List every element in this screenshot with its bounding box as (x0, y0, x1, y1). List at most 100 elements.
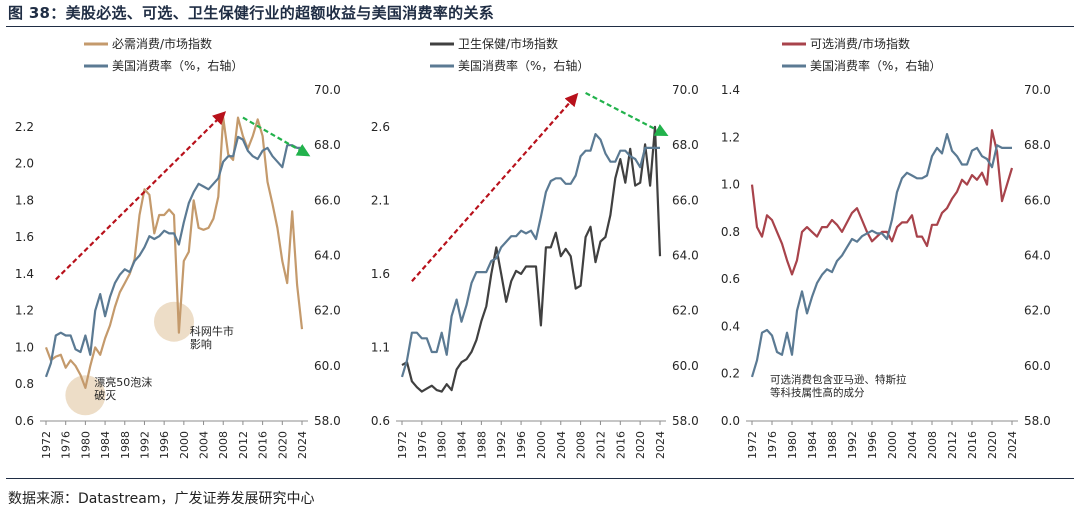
y2-tick-label: 66.0 (1024, 193, 1051, 207)
legend-label: 美国消费率（%，右轴） (112, 58, 243, 73)
x-tick-label: 1976 (60, 431, 73, 459)
y2-tick-label: 70.0 (1024, 83, 1051, 97)
series-line-relative-index (401, 125, 662, 393)
y-tick-label: 1.2 (721, 130, 740, 144)
x-tick-label: 2000 (535, 431, 548, 459)
x-tick-label: 1996 (515, 431, 528, 459)
y-tick-label: 1.6 (15, 230, 34, 244)
x-tick-label: 2016 (257, 431, 270, 459)
x-tick-label: 1988 (475, 431, 488, 459)
series-line-consumption-rate (400, 132, 660, 378)
y2-tick-label: 70.0 (672, 83, 699, 97)
x-tick-label: 2008 (926, 431, 939, 459)
x-tick-label: 1996 (158, 431, 171, 459)
y-tick-label: 0.0 (721, 414, 740, 428)
legend-label: 美国消费率（%，右轴） (810, 58, 941, 73)
y2-tick-label: 68.0 (672, 138, 699, 152)
x-tick-label: 1984 (806, 431, 819, 459)
y-tick-label: 1.6 (371, 267, 390, 281)
x-tick-label: 1996 (866, 431, 879, 459)
x-tick-label: 2004 (555, 431, 568, 459)
x-tick-label: 1984 (99, 431, 112, 459)
x-tick-label: 2004 (906, 431, 919, 459)
x-tick-label: 1972 (40, 431, 53, 459)
y-tick-label: 1.0 (721, 178, 740, 192)
annotation-bubble (65, 375, 106, 416)
y2-tick-label: 58.0 (1024, 414, 1051, 428)
y-tick-label: 0.8 (15, 377, 34, 391)
x-tick-label: 2020 (634, 431, 647, 459)
x-tick-label: 1976 (416, 431, 429, 459)
legend-label: 美国消费率（%，右轴） (458, 58, 589, 73)
y-tick-label: 1.2 (15, 304, 34, 318)
y-tick-label: 0.6 (371, 414, 390, 428)
y-tick-label: 1.4 (15, 267, 34, 281)
source-divider (6, 478, 1074, 479)
x-tick-label: 1988 (826, 431, 839, 459)
x-tick-label: 2016 (614, 431, 627, 459)
chart-discretionary-panel: 0.0 0.2 0.4 0.6 0.8 1.0 1.2 1.4 58.0 60.0 62.0 64.0… (721, 36, 1051, 459)
figure-title: 图 38：美股必选、可选、卫生保健行业的超额收益与美国消费率的关系 (8, 4, 494, 22)
y2-tick-label: 60.0 (672, 359, 699, 373)
x-tick-label: 2024 (654, 431, 667, 459)
y2-tick-label: 70.0 (314, 83, 341, 97)
y-tick-label: 2.1 (371, 193, 390, 207)
x-tick-label: 1980 (786, 431, 799, 459)
series-line-consumption-rate (750, 132, 1012, 378)
x-tick-label: 2008 (217, 431, 230, 459)
x-tick-label: 1992 (846, 431, 859, 459)
y-tick-label: 0.8 (721, 225, 740, 239)
chart-healthcare-panel: 0.6 1.1 1.6 2.1 2.6 58.0 60.0 62.0 64.0 66.0 68.0 7… (371, 36, 699, 459)
y-tick-label: 0.6 (15, 414, 34, 428)
y-tick-label: 1.0 (15, 340, 34, 354)
annotation-text: 漂亮50泡沫破灭 (94, 375, 152, 402)
y2-tick-label: 66.0 (314, 193, 341, 207)
x-tick-label: 2012 (237, 431, 250, 459)
trend-arrow-down (585, 91, 669, 136)
y2-tick-label: 58.0 (314, 414, 341, 428)
y2-tick-label: 60.0 (314, 359, 341, 373)
y2-tick-label: 66.0 (672, 193, 699, 207)
x-tick-label: 2012 (594, 431, 607, 459)
x-tick-label: 1976 (766, 431, 779, 459)
title-divider (6, 26, 1074, 27)
x-tick-label: 2012 (946, 431, 959, 459)
y2-tick-label: 58.0 (672, 414, 699, 428)
y2-tick-label: 64.0 (672, 249, 699, 263)
x-tick-label: 2008 (575, 431, 588, 459)
y2-tick-label: 64.0 (314, 249, 341, 263)
x-tick-label: 1992 (138, 431, 151, 459)
series-line-relative-index (750, 129, 1014, 276)
y2-tick-label: 62.0 (672, 304, 699, 318)
y2-tick-label: 68.0 (314, 138, 341, 152)
y2-tick-label: 68.0 (1024, 138, 1051, 152)
y-tick-label: 2.6 (371, 120, 390, 134)
legend-label: 可选消费/市场指数 (810, 36, 910, 51)
legend-label: 必需消费/市场指数 (112, 36, 212, 51)
y2-tick-label: 62.0 (314, 304, 341, 318)
x-tick-label: 1972 (396, 431, 409, 459)
x-tick-label: 2000 (886, 431, 899, 459)
y-tick-label: 1.4 (721, 83, 740, 97)
legend-label: 卫生保健/市场指数 (458, 36, 558, 51)
series-line-relative-index (44, 116, 304, 389)
y-tick-label: 0.2 (721, 367, 740, 381)
x-tick-label: 1984 (456, 431, 469, 459)
x-tick-label: 2020 (986, 431, 999, 459)
series-line-consumption-rate (44, 135, 302, 378)
x-tick-label: 2016 (966, 431, 979, 459)
y2-tick-label: 60.0 (1024, 359, 1051, 373)
trend-arrow-up (411, 92, 579, 282)
y-tick-label: 2.2 (15, 120, 34, 134)
x-tick-label: 1992 (495, 431, 508, 459)
y-tick-label: 2.0 (15, 157, 34, 171)
x-tick-label: 1988 (119, 431, 132, 459)
y-tick-label: 0.4 (721, 319, 740, 333)
x-tick-label: 2020 (276, 431, 289, 459)
x-tick-label: 1980 (436, 431, 449, 459)
y2-tick-label: 62.0 (1024, 304, 1051, 318)
annotation-text: 可选消费包含亚马逊、特斯拉等科技属性高的成分 (770, 373, 907, 399)
y-tick-label: 1.8 (15, 193, 34, 207)
chart-staples-panel: 0.6 0.8 1.0 1.2 1.4 1.6 1.8 2.0 2.2 58.0 60.0 62.0 6… (15, 36, 341, 459)
x-tick-label: 1980 (79, 431, 92, 459)
